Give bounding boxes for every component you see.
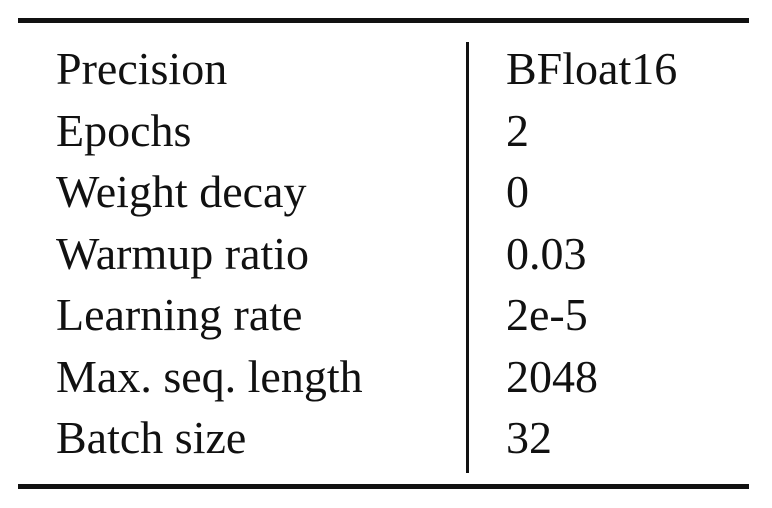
table-row: Epochs 2: [0, 100, 677, 162]
parameter-value: 2048: [506, 350, 598, 402]
parameter-name: Epochs: [56, 104, 192, 156]
table-top-rule: [18, 18, 749, 23]
column-divider: [466, 42, 469, 473]
parameter-value: 2e-5: [506, 289, 588, 340]
table-bottom-rule: [18, 484, 749, 489]
table-row: Warmup ratio 0.03: [0, 223, 677, 285]
hyperparameter-table: Precision BFloat16 Epochs 2 Weight decay…: [0, 38, 677, 469]
parameter-name: Weight decay: [56, 166, 307, 217]
parameter-name: Learning rate: [56, 289, 303, 340]
parameter-value: BFloat16: [506, 43, 678, 94]
parameter-value: 0: [506, 166, 529, 217]
parameter-value: 32: [506, 412, 552, 463]
table-row: Max. seq. length 2048: [0, 346, 677, 408]
parameter-value: 2: [506, 104, 529, 156]
table-row: Batch size 32: [0, 407, 677, 469]
parameter-name: Precision: [56, 43, 228, 94]
parameter-name: Batch size: [56, 412, 247, 463]
parameter-value: 0.03: [506, 227, 587, 279]
table-row: Precision BFloat16: [0, 38, 677, 100]
parameter-name: Warmup ratio: [56, 227, 310, 279]
table-row: Learning rate 2e-5: [0, 284, 677, 346]
parameter-name: Max. seq. length: [56, 350, 363, 402]
table-row: Weight decay 0: [0, 161, 677, 223]
